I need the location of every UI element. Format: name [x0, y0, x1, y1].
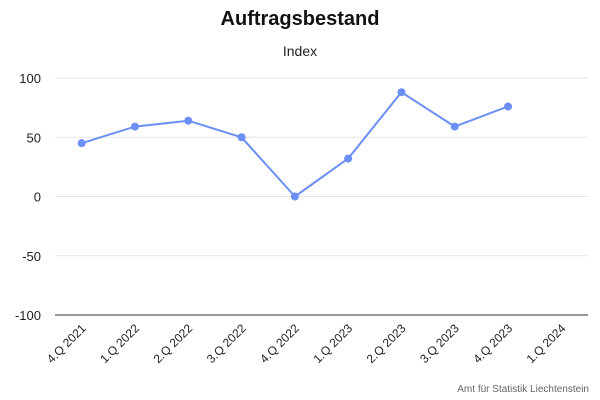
y-tick-label: -100	[15, 308, 41, 323]
data-point[interactable]	[184, 116, 193, 125]
x-tick-label: 2.Q 2022	[151, 321, 196, 366]
data-point[interactable]	[397, 88, 406, 97]
x-tick-label: 1.Q 2024	[524, 321, 569, 366]
data-point[interactable]	[344, 154, 353, 163]
y-tick-label: 100	[19, 71, 41, 86]
x-tick-label: 3.Q 2023	[417, 321, 462, 366]
credit-text[interactable]: Amt für Statistik Liechtenstein	[457, 384, 589, 395]
y-tick-label: -50	[22, 249, 41, 264]
chart-title: Auftragsbestand	[220, 8, 380, 30]
y-tick-label: 0	[34, 190, 41, 205]
chart-subtitle: Index	[282, 43, 318, 59]
y-tick-label: 50	[27, 130, 41, 145]
x-tick-label: 4.Q 2022	[257, 321, 302, 366]
data-point[interactable]	[130, 122, 139, 131]
data-point[interactable]	[290, 192, 299, 201]
x-tick-label: 2.Q 2023	[364, 321, 409, 366]
x-tick-label: 1.Q 2022	[97, 321, 142, 366]
data-point[interactable]	[504, 102, 513, 111]
x-tick-label: 4.Q 2021	[44, 321, 89, 366]
data-point[interactable]	[77, 139, 86, 148]
data-point[interactable]	[237, 133, 246, 142]
data-point[interactable]	[450, 122, 459, 131]
x-tick-label: 3.Q 2022	[204, 321, 249, 366]
x-tick-label: 4.Q 2023	[470, 321, 515, 366]
series-line	[81, 91, 509, 198]
x-tick-label: 1.Q 2023	[310, 321, 355, 366]
